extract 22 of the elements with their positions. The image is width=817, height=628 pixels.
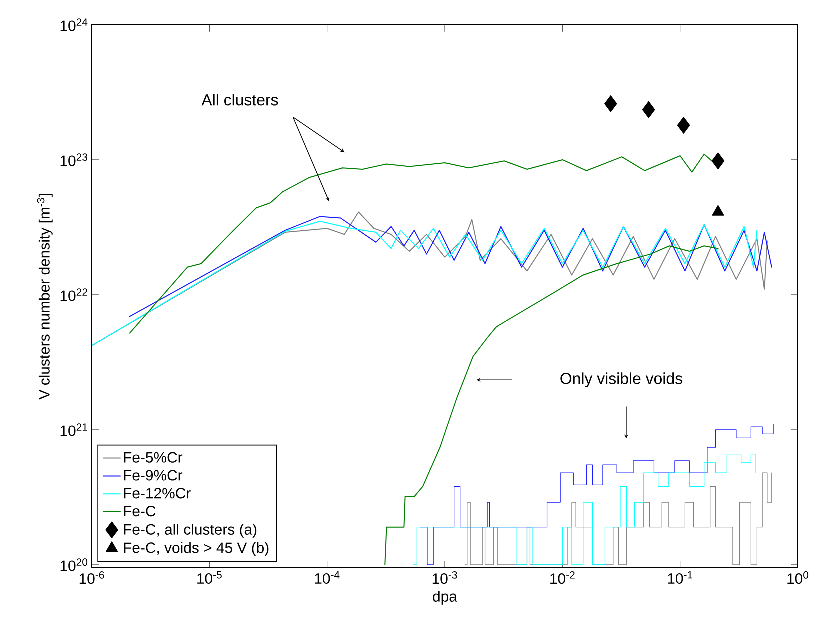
legend-label: Fe-9%Cr [124,470,183,481]
x-tick-label: 10$^{-4}$ [315,571,340,584]
y-axis-title: V clusters number density [m$^{-3}$] [37,194,53,400]
y-tick-label: 10$^{22}$ [60,288,88,302]
legend-label: Fe-C [124,506,156,517]
y-tick-label: 10$^{23}$ [60,154,88,166]
legend-label: Fe-12%Cr [124,488,191,499]
x-tick-label: 10$^{-6}$ [80,571,104,584]
x-tick-label: 10$^{0}$ [788,571,809,584]
legend-label: Fe-C, all clusters (a) [124,524,257,538]
y-tick-label: 10$^{20}$ [60,558,88,572]
x-tick-label: 10$^{-5}$ [198,571,222,584]
x-tick-label: 10$^{-3}$ [432,571,458,584]
x-axis-title: dpa [433,590,458,605]
annotation: Only visible voids [560,372,682,388]
legend-label: Fe-5%Cr [124,452,183,463]
y-tick-label: 10$^{24}$ [60,18,88,32]
legend-label: Fe-C, voids > 45 V (b) [124,542,269,556]
x-tick-label: 10$^{-2}$ [550,571,575,584]
annotation: All clusters [202,94,278,106]
y-tick-label: 10$^{21}$ [60,424,88,436]
x-tick-label: 10$^{-1}$ [668,571,693,584]
